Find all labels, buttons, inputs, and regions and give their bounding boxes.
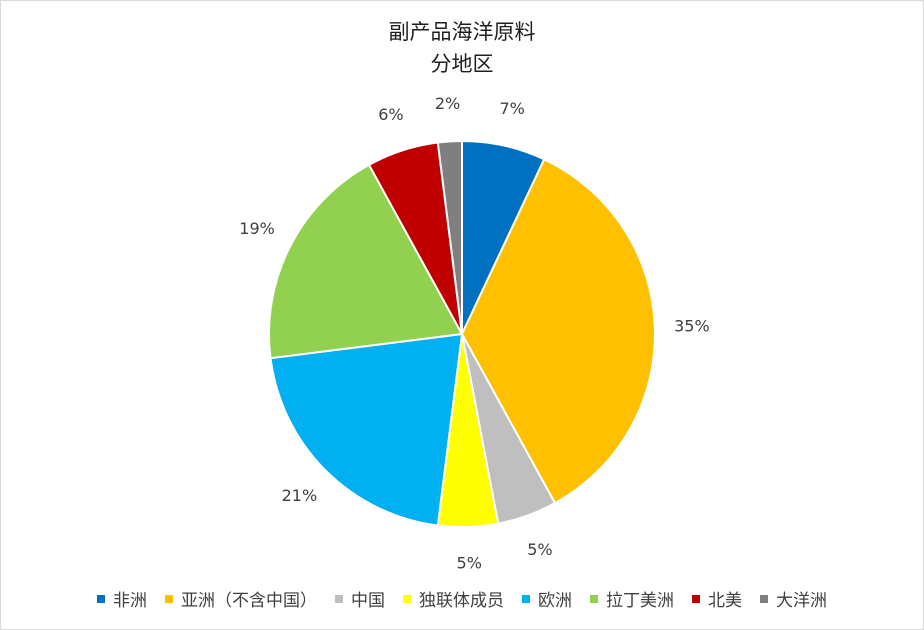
data-label-3: 5% bbox=[457, 553, 482, 572]
legend-label-7: 大洋洲 bbox=[776, 591, 827, 611]
legend-label-5: 拉丁美洲 bbox=[606, 591, 674, 611]
legend-label-6: 北美 bbox=[708, 591, 742, 611]
legend-swatch-3 bbox=[403, 594, 411, 603]
legend-item-7: 大洋洲 bbox=[760, 586, 827, 611]
legend-label-3: 独联体成员 bbox=[419, 591, 504, 611]
chart-title-line-1: 副产品海洋原料 bbox=[388, 20, 536, 44]
pie-slice-5 bbox=[268, 163, 464, 360]
pie-slice-1 bbox=[460, 158, 656, 505]
data-label-1: 35% bbox=[674, 316, 710, 335]
legend-swatch-6 bbox=[692, 594, 700, 603]
legend-label-4: 欧洲 bbox=[538, 591, 572, 611]
pie-slice-7 bbox=[436, 139, 463, 335]
legend-item-3: 独联体成员 bbox=[403, 586, 504, 611]
legend-swatch-2 bbox=[335, 594, 343, 603]
legend-item-6: 北美 bbox=[692, 586, 742, 611]
legend-item-2: 中国 bbox=[335, 586, 385, 611]
legend-swatch-5 bbox=[590, 594, 598, 603]
legend-label-2: 中国 bbox=[351, 591, 385, 611]
data-label-0: 7% bbox=[499, 99, 524, 118]
chart-title-line-2: 分地区 bbox=[430, 52, 494, 76]
pie-slice-4 bbox=[269, 332, 464, 527]
chart-title: 副产品海洋原料 分地区 bbox=[0, 16, 924, 80]
legend-swatch-0 bbox=[97, 594, 105, 603]
legend-label-0: 非洲 bbox=[113, 591, 147, 611]
legend-label-1: 亚洲（不含中国） bbox=[181, 591, 317, 611]
legend-swatch-4 bbox=[522, 594, 530, 603]
legend-swatch-1 bbox=[165, 594, 173, 603]
data-label-5: 19% bbox=[239, 219, 275, 238]
data-label-6: 6% bbox=[378, 105, 403, 124]
data-label-2: 5% bbox=[527, 540, 552, 559]
data-label-7: 2% bbox=[435, 94, 460, 113]
legend-swatch-7 bbox=[760, 594, 768, 603]
legend-item-0: 非洲 bbox=[97, 586, 147, 611]
legend-item-1: 亚洲（不含中国） bbox=[165, 586, 317, 611]
chart-legend: 非洲 亚洲（不含中国） 中国 独联体成员 欧洲 拉丁美洲 北美 大洋洲 bbox=[0, 586, 924, 611]
data-label-4: 21% bbox=[282, 486, 318, 505]
legend-item-4: 欧洲 bbox=[522, 586, 572, 611]
legend-item-5: 拉丁美洲 bbox=[590, 586, 674, 611]
